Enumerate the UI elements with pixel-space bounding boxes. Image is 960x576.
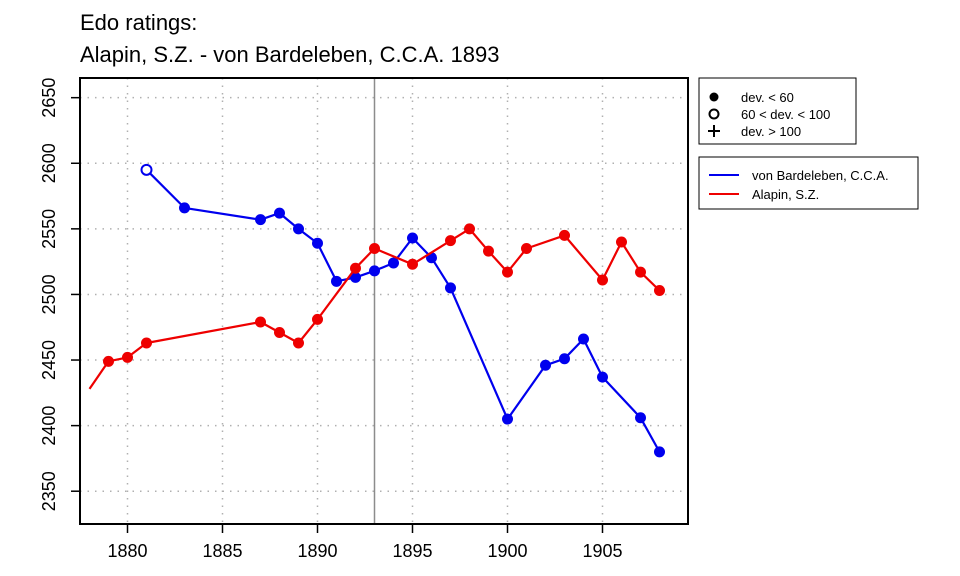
data-point xyxy=(540,359,551,371)
y-tick-label: 2550 xyxy=(39,209,59,249)
data-point xyxy=(255,316,266,328)
plot-frame xyxy=(79,77,689,525)
y-tick-label: 2650 xyxy=(39,78,59,118)
data-point xyxy=(464,223,475,235)
data-point xyxy=(388,257,399,269)
data-point xyxy=(635,266,646,278)
data-point xyxy=(445,282,456,294)
series-layer xyxy=(88,163,665,458)
data-point xyxy=(597,274,608,286)
data-point xyxy=(179,202,190,214)
y-axis: 2350 2400 2450 2500 2550 2600 2650 xyxy=(39,78,80,511)
data-point xyxy=(103,355,114,367)
legend-marker-label: dev. > 100 xyxy=(741,124,801,139)
data-point xyxy=(616,236,627,248)
x-tick-label: 1880 xyxy=(107,541,147,561)
data-point xyxy=(597,371,608,383)
marker-legend-box xyxy=(698,77,857,145)
grid xyxy=(80,78,688,524)
data-point xyxy=(445,235,456,247)
data-point xyxy=(122,351,133,363)
data-point xyxy=(654,446,665,458)
data-point xyxy=(141,337,152,349)
data-point xyxy=(407,258,418,270)
legend-plus-icon xyxy=(708,125,720,137)
data-point xyxy=(559,229,570,241)
x-tick-label: 1890 xyxy=(297,541,337,561)
data-point xyxy=(502,413,513,425)
data-point xyxy=(521,243,532,255)
x-tick-label: 1905 xyxy=(582,541,622,561)
data-point xyxy=(312,237,323,249)
legend-marker-label: dev. < 60 xyxy=(741,90,794,105)
marker-legend: dev. < 60 60 < dev. < 100 dev. > 100 xyxy=(698,77,857,145)
data-point xyxy=(369,243,380,255)
data-point xyxy=(312,313,323,325)
data-point xyxy=(293,223,304,235)
data-point xyxy=(255,214,266,226)
legend-series-label: Alapin, S.Z. xyxy=(752,187,819,202)
series-legend-box xyxy=(698,156,919,210)
data-point xyxy=(483,245,494,257)
chart-title: Edo ratings: xyxy=(80,10,197,35)
y-tick-label: 2600 xyxy=(39,143,59,183)
legend-filled-dot-icon xyxy=(709,92,719,102)
legend-open-circle-icon xyxy=(708,108,720,120)
x-tick-label: 1895 xyxy=(392,541,432,561)
legend-series-label: von Bardeleben, C.C.A. xyxy=(752,168,889,183)
y-tick-label: 2350 xyxy=(39,471,59,511)
data-point xyxy=(407,232,418,244)
chart-subtitle: Alapin, S.Z. - von Bardeleben, C.C.A. 18… xyxy=(80,42,499,67)
series-line-0 xyxy=(145,169,661,453)
x-axis: 1880 1885 1890 1895 1900 1905 xyxy=(107,524,623,561)
legend-marker-label: 60 < dev. < 100 xyxy=(741,107,830,122)
data-point xyxy=(274,207,285,219)
data-point xyxy=(502,266,513,278)
data-point xyxy=(331,275,342,287)
data-point-open xyxy=(140,163,153,176)
data-point xyxy=(350,262,361,274)
y-tick-label: 2500 xyxy=(39,274,59,314)
data-point xyxy=(635,412,646,424)
series-legend: von Bardeleben, C.C.A. Alapin, S.Z. xyxy=(698,156,919,210)
data-point xyxy=(274,326,285,338)
data-point xyxy=(350,271,361,283)
data-point xyxy=(578,333,589,345)
data-point xyxy=(559,353,570,365)
data-point xyxy=(293,337,304,349)
x-tick-label: 1900 xyxy=(487,541,527,561)
data-point xyxy=(654,285,665,297)
y-tick-label: 2400 xyxy=(39,406,59,446)
x-tick-label: 1885 xyxy=(202,541,242,561)
data-point xyxy=(369,265,380,277)
y-tick-label: 2450 xyxy=(39,340,59,380)
